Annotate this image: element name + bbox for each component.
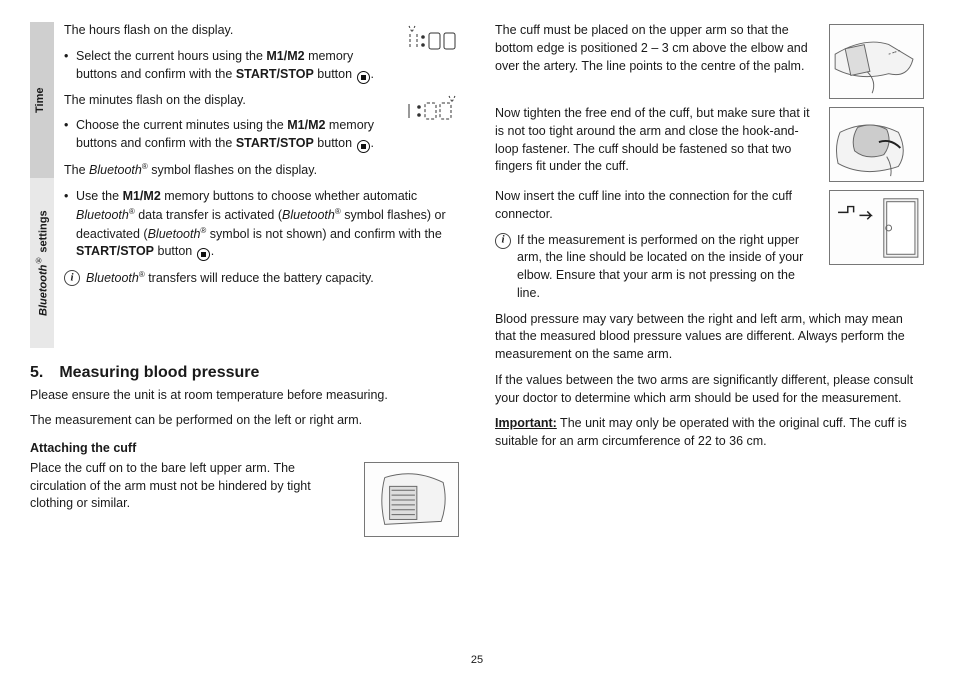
hours-bullet: Select the current hours using the M1/M2…	[64, 48, 459, 84]
vary-text: Blood pressure may vary between the righ…	[495, 311, 924, 364]
page: Time Bluetooth® settings The hours flash…	[30, 22, 924, 543]
start-stop-icon	[357, 140, 370, 153]
start-stop-icon	[197, 248, 210, 261]
minutes-flash-text: The minutes flash on the display.	[64, 92, 459, 110]
important-note: Important: The unit may only be operated…	[495, 415, 924, 451]
figure-cuff-position	[829, 24, 924, 99]
hours-flash-text: The hours flash on the display.	[64, 22, 459, 40]
tighten-text: Now tighten the free end of the cuff, bu…	[495, 105, 819, 176]
intro-2: The measurement can be performed on the …	[30, 412, 459, 430]
section-heading: 5. Measuring blood pressure	[30, 362, 459, 385]
bt-flash-text: The Bluetooth® symbol flashes on the dis…	[64, 161, 459, 180]
connector-text: Now insert the cuff line into the connec…	[495, 188, 819, 224]
right-column: The cuff must be placed on the upper arm…	[495, 22, 924, 543]
info-icon: i	[495, 233, 511, 249]
info-icon: i	[64, 270, 80, 286]
tab-bluetooth-settings: Bluetooth® settings	[30, 178, 54, 348]
bt-info-note: i Bluetooth® transfers will reduce the b…	[64, 269, 459, 288]
page-number: 25	[0, 653, 954, 669]
figure-tighten-cuff	[829, 107, 924, 182]
figure-cuff-bare-arm	[364, 462, 459, 537]
consult-text: If the values between the two arms are s…	[495, 372, 924, 408]
tab-time: Time	[30, 22, 54, 178]
left-column: Time Bluetooth® settings The hours flash…	[30, 22, 459, 543]
minutes-bullet: Choose the current minutes using the M1/…	[64, 117, 459, 153]
subheading-attaching: Attaching the cuff	[30, 440, 459, 458]
right-arm-info: i If the measurement is performed on the…	[495, 232, 819, 303]
side-tabs: Time Bluetooth® settings	[30, 22, 54, 348]
bt-bullet: Use the M1/M2 memory buttons to choose w…	[64, 188, 459, 262]
intro-1: Please ensure the unit is at room temper…	[30, 387, 459, 405]
figure-connector	[829, 190, 924, 265]
cuff-position-text: The cuff must be placed on the upper arm…	[495, 22, 819, 75]
start-stop-icon	[357, 71, 370, 84]
